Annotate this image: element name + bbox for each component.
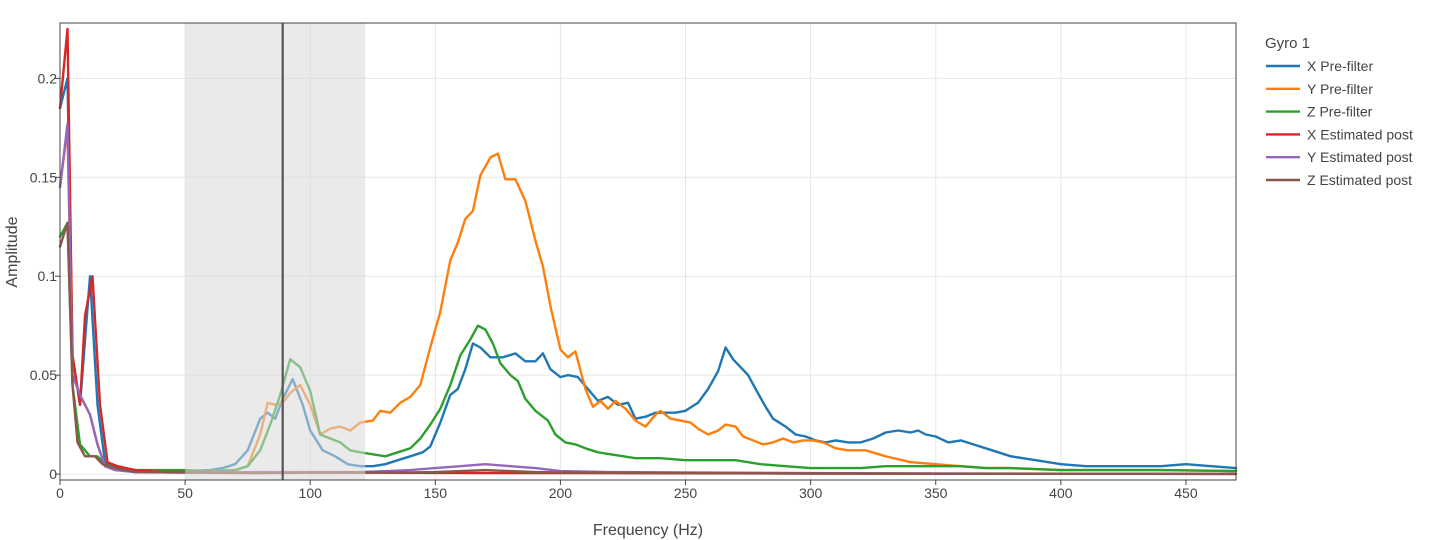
legend-item[interactable]: Z Pre-filter — [1266, 104, 1373, 120]
legend-label: Z Estimated post — [1307, 172, 1412, 188]
legend-label: Z Pre-filter — [1307, 104, 1373, 120]
x-tick-label: 0 — [56, 485, 64, 501]
y-tick-label: 0.2 — [38, 70, 58, 86]
y-axis-title: Amplitude — [4, 216, 21, 287]
x-axis-ticks: 0 50 100 150 200 250 300 350 400 450 — [56, 480, 1198, 501]
y-axis-ticks: 0 0.05 0.1 0.15 0.2 — [30, 70, 60, 482]
legend-item[interactable]: Z Estimated post — [1266, 172, 1412, 188]
legend-label: X Estimated post — [1307, 126, 1413, 142]
x-tick-label: 200 — [549, 485, 573, 501]
y-tick-label: 0.15 — [30, 169, 57, 185]
x-tick-label: 100 — [299, 485, 323, 501]
legend-title: Gyro 1 — [1265, 35, 1310, 52]
legend: Gyro 1 X Pre-filter Y Pre-filter Z Pre-fil… — [1265, 35, 1413, 188]
legend-label: Y Pre-filter — [1307, 81, 1373, 97]
x-tick-label: 50 — [177, 485, 193, 501]
shaded-band — [185, 23, 366, 480]
legend-label: X Pre-filter — [1307, 58, 1373, 74]
y-tick-label: 0.05 — [30, 367, 57, 383]
legend-item[interactable]: X Pre-filter — [1266, 58, 1373, 74]
y-tick-label: 0.1 — [38, 268, 58, 284]
legend-item[interactable]: X Estimated post — [1266, 126, 1413, 142]
x-tick-label: 450 — [1174, 485, 1198, 501]
y-tick-label: 0 — [49, 466, 57, 482]
x-tick-label: 250 — [674, 485, 698, 501]
legend-label: Y Estimated post — [1307, 149, 1413, 165]
shaded-band-layer — [185, 23, 366, 480]
legend-items: X Pre-filter Y Pre-filter Z Pre-filter X Es… — [1266, 58, 1413, 188]
x-tick-label: 150 — [424, 485, 448, 501]
legend-item[interactable]: Y Pre-filter — [1266, 81, 1373, 97]
x-axis-title: Frequency (Hz) — [593, 522, 703, 539]
plot-frame — [59, 22, 1237, 481]
legend-item[interactable]: Y Estimated post — [1266, 149, 1413, 165]
x-tick-label: 300 — [799, 485, 823, 501]
x-tick-label: 400 — [1049, 485, 1073, 501]
x-tick-label: 350 — [924, 485, 948, 501]
